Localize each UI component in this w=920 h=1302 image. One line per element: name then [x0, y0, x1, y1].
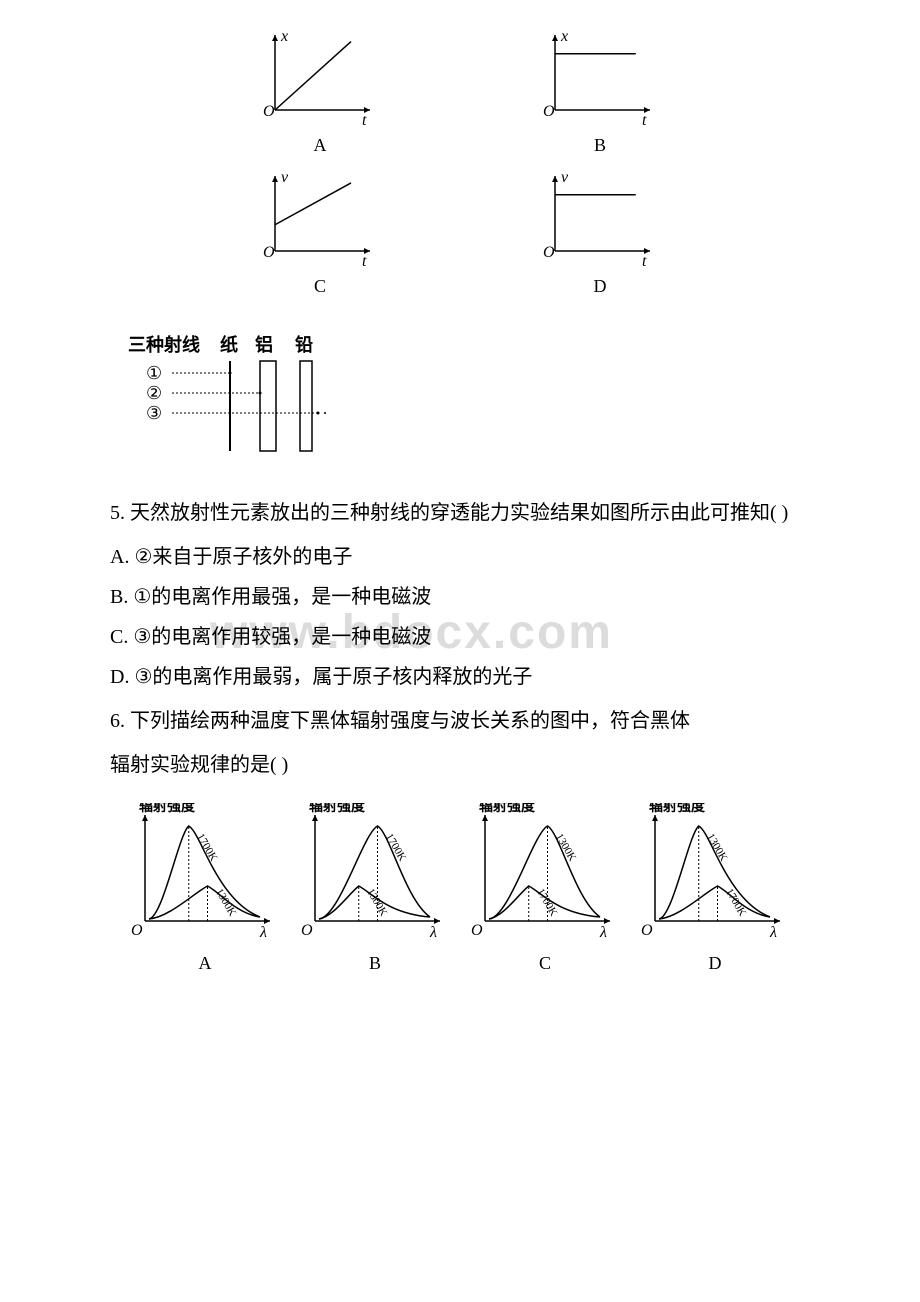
svg-text:1700K: 1700K [723, 886, 748, 918]
svg-text:1300K: 1300K [364, 886, 389, 918]
graph-svg-A: O x t [255, 30, 385, 125]
radiation-svg-C: O λ 辐射强度 1300K 1700K [465, 803, 625, 943]
svg-text:铅: 铅 [295, 334, 313, 355]
svg-text:O: O [641, 922, 653, 939]
radiation-label-C: C [465, 947, 625, 979]
svg-text:辐射强度: 辐射强度 [309, 803, 366, 814]
graph-svg-C: O v t [255, 171, 385, 266]
radiation-label-D: D [635, 947, 795, 979]
graph-label-C: C [210, 270, 430, 302]
svg-text:t: t [362, 253, 367, 266]
graph-svg-D: O v t [535, 171, 665, 266]
svg-text:O: O [263, 244, 275, 261]
graph-label-B: B [490, 129, 710, 161]
radiation-grid: O λ 辐射强度 1700K 1300K A O λ 辐射强度 1700K 13… [70, 803, 850, 979]
svg-text:x: x [560, 30, 568, 45]
svg-text:t: t [642, 112, 647, 125]
svg-text:①: ① [146, 363, 162, 383]
radiation-figure: O λ 辐射强度 1700K 1300K A O λ 辐射强度 1700K 13… [70, 803, 850, 979]
q5-option-d: D. ③的电离作用最弱，属于原子核内释放的光子 [70, 659, 850, 695]
svg-text:v: v [281, 171, 289, 186]
graph-B: O x t B [490, 30, 710, 161]
svg-text:O: O [301, 922, 313, 939]
radiation-svg-B: O λ 辐射强度 1700K 1300K [295, 803, 455, 943]
graph-label-D: D [490, 270, 710, 302]
svg-text:辐射强度: 辐射强度 [139, 803, 196, 814]
q6-text1-span: 6. 下列描绘两种温度下黑体辐射强度与波长关系的图中，符合黑体 [70, 703, 690, 739]
graph-label-A: A [210, 129, 430, 161]
svg-text:t: t [642, 253, 647, 266]
radiation-label-A: A [125, 947, 285, 979]
svg-text:1700K: 1700K [534, 886, 559, 918]
q6-text2: 辐射实验规律的是( ) [70, 747, 850, 783]
q6-text1: 6. 下列描绘两种温度下黑体辐射强度与波长关系的图中，符合黑体 [70, 703, 850, 739]
graph-svg-B: O x t [535, 30, 665, 125]
q5-option-a: A. ②来自于原子核外的电子 [70, 539, 850, 575]
svg-text:O: O [543, 244, 555, 261]
svg-text:1300K: 1300K [553, 831, 578, 863]
kinematics-graphs: O x t A O x t B O v t C O v t D [210, 30, 710, 303]
svg-text:③: ③ [146, 403, 162, 423]
radiation-cell-A: O λ 辐射强度 1700K 1300K A [125, 803, 285, 979]
svg-text:辐射强度: 辐射强度 [649, 803, 706, 814]
radiation-svg-D: O λ 辐射强度 1300K 1700K [635, 803, 795, 943]
q5-option-b: B. ①的电离作用最强，是一种电磁波 [70, 579, 850, 615]
svg-text:1700K: 1700K [383, 831, 408, 863]
svg-text:λ: λ [599, 924, 607, 941]
svg-text:1700K: 1700K [194, 831, 219, 863]
svg-text:1300K: 1300K [213, 886, 238, 918]
svg-text:λ: λ [259, 924, 267, 941]
svg-text:O: O [543, 103, 555, 120]
svg-text:λ: λ [769, 924, 777, 941]
graph-C: O v t C [210, 171, 430, 302]
q5-text: 5. 天然放射性元素放出的三种射线的穿透能力实验结果如图所示由此可推知( ) [70, 495, 850, 531]
svg-text:v: v [561, 171, 569, 186]
svg-text:纸: 纸 [220, 334, 238, 355]
radiation-cell-C: O λ 辐射强度 1300K 1700K C [465, 803, 625, 979]
svg-text:O: O [131, 922, 143, 939]
svg-text:λ: λ [429, 924, 437, 941]
svg-text:②: ② [146, 383, 162, 403]
svg-text:1300K: 1300K [704, 831, 729, 863]
svg-text:铝: 铝 [255, 334, 273, 355]
svg-text:t: t [362, 112, 367, 125]
svg-text:三种射线: 三种射线 [128, 334, 200, 355]
graph-D: O v t D [490, 171, 710, 302]
svg-text:x: x [280, 30, 288, 45]
svg-text:辐射强度: 辐射强度 [479, 803, 536, 814]
penetration-figure: 三种射线纸铝 铅 ①②③ [120, 333, 850, 475]
svg-text:O: O [263, 103, 275, 120]
radiation-svg-A: O λ 辐射强度 1700K 1300K [125, 803, 285, 943]
content-wrapper: O x t A O x t B O v t C O v t D 三种射线纸铝 铅 ①… [70, 30, 850, 979]
radiation-cell-D: O λ 辐射强度 1300K 1700K D [635, 803, 795, 979]
q5-option-c: C. ③的电离作用较强，是一种电磁波 [70, 619, 850, 655]
radiation-label-B: B [295, 947, 455, 979]
svg-text:O: O [471, 922, 483, 939]
penetration-svg: 三种射线纸铝 铅 ①②③ [120, 333, 350, 463]
radiation-cell-B: O λ 辐射强度 1700K 1300K B [295, 803, 455, 979]
graph-A: O x t A [210, 30, 430, 161]
